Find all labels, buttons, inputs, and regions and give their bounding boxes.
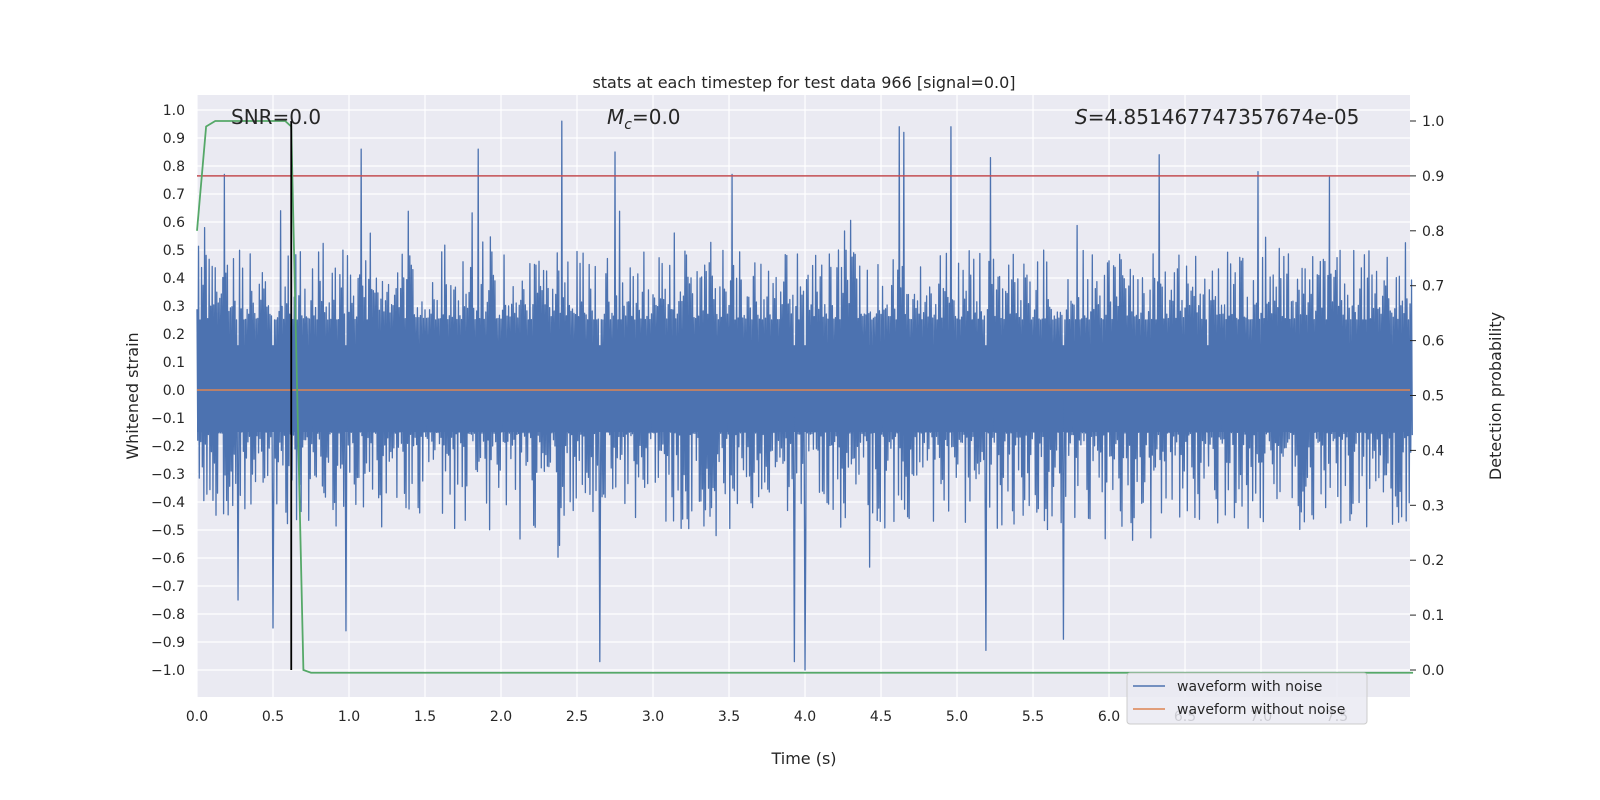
- y-tick-label: 0.7: [163, 187, 185, 203]
- x-tick-label: 2.0: [490, 709, 512, 725]
- y-tick-label: −0.3: [151, 467, 185, 483]
- s-value: =4.851467747357674e-05: [1088, 105, 1360, 129]
- y2-axis-label: Detection probability: [1486, 312, 1505, 480]
- s-symbol: S: [1075, 105, 1088, 129]
- y2-tick-label: 0.9: [1422, 169, 1444, 185]
- y-axis-label: Whitened strain: [123, 332, 142, 459]
- detection-probability-series: [196, 120, 1414, 674]
- y-tick-label: 0.0: [163, 383, 185, 399]
- y-tick-label: 1.0: [163, 103, 185, 119]
- y-tick-label: −0.5: [151, 523, 185, 539]
- legend: waveform with noise waveform without noi…: [1126, 672, 1368, 725]
- legend-label-clean: waveform without noise: [1177, 702, 1345, 718]
- x-tick-label: 0.0: [186, 709, 208, 725]
- y-tick-label: −0.9: [151, 635, 185, 651]
- chart-title: stats at each timestep for test data 966…: [592, 73, 1015, 92]
- x-tick-label: 2.5: [566, 709, 588, 725]
- y2-tick-label: 0.8: [1422, 224, 1444, 240]
- y-tick-label: 0.9: [163, 131, 185, 147]
- y-tick-label: 0.8: [163, 159, 185, 175]
- y-tick-label: 0.3: [163, 299, 185, 315]
- waveform-with-noise-series: [196, 120, 1413, 671]
- waveform-with-noise-line: [196, 120, 1413, 671]
- y2-tick-label: 0.0: [1422, 663, 1444, 679]
- x-tick-label: 6.0: [1098, 709, 1120, 725]
- y-tick-label: 0.6: [163, 215, 185, 231]
- legend-label-noise: waveform with noise: [1177, 679, 1322, 695]
- y2-tick-label: 0.7: [1422, 279, 1444, 295]
- y-tick-label: −0.7: [151, 579, 185, 595]
- y2-tick-label: 0.6: [1422, 334, 1444, 350]
- y-tick-label: −0.4: [151, 495, 185, 511]
- y2-tick-label: 0.2: [1422, 553, 1444, 569]
- mc-subscript: c: [624, 117, 632, 133]
- detection-probability-line: [196, 120, 1414, 674]
- y2-tick-label: 0.1: [1422, 608, 1444, 624]
- y-tick-label: −0.6: [151, 551, 185, 567]
- x-tick-label: 0.5: [262, 709, 284, 725]
- snr-annotation: SNR=0.0: [231, 105, 321, 129]
- x-tick-label: 4.0: [794, 709, 816, 725]
- x-tick-label: 3.0: [642, 709, 664, 725]
- y-tick-label: 0.2: [163, 327, 185, 343]
- x-tick-label: 5.0: [946, 709, 968, 725]
- x-tick-label: 1.5: [414, 709, 436, 725]
- score-annotation: S=4.851467747357674e-05: [1075, 105, 1359, 129]
- x-tick-label: 1.0: [338, 709, 360, 725]
- chirp-mass-annotation: Mc=0.0: [607, 105, 681, 133]
- y-tick-label: 0.4: [163, 271, 185, 287]
- y-tick-label: 0.5: [163, 243, 185, 259]
- x-tick-label: 3.5: [718, 709, 740, 725]
- y-tick-label: −1.0: [151, 663, 185, 679]
- y-tick-label: −0.8: [151, 607, 185, 623]
- y2-tick-label: 0.3: [1422, 498, 1444, 514]
- y2-tick-label: 0.5: [1422, 389, 1444, 405]
- x-tick-label: 4.5: [870, 709, 892, 725]
- y-tick-label: −0.1: [151, 411, 185, 427]
- x-tick-label: 5.5: [1022, 709, 1044, 725]
- mc-symbol: M: [607, 105, 624, 129]
- y2-tick-label: 1.0: [1422, 114, 1444, 130]
- y-tick-label: −0.2: [151, 439, 185, 455]
- y-tick-label: 0.1: [163, 355, 185, 371]
- y2-axis-ticks: 1.0 0.9 0.8 0.7 0.6 0.5 0.4 0.3 0.2 0.1 0.0: [1410, 114, 1444, 679]
- legend-box: [1126, 672, 1368, 725]
- y2-tick-label: 0.4: [1422, 443, 1444, 459]
- x-axis-label: Time (s): [770, 749, 836, 768]
- y-axis-ticks: 1.0 0.9 0.8 0.7 0.6 0.5 0.4 0.3 0.2 0.1 0.0 −0.1 −0.…: [151, 103, 185, 679]
- mc-value: =0.0: [632, 105, 681, 129]
